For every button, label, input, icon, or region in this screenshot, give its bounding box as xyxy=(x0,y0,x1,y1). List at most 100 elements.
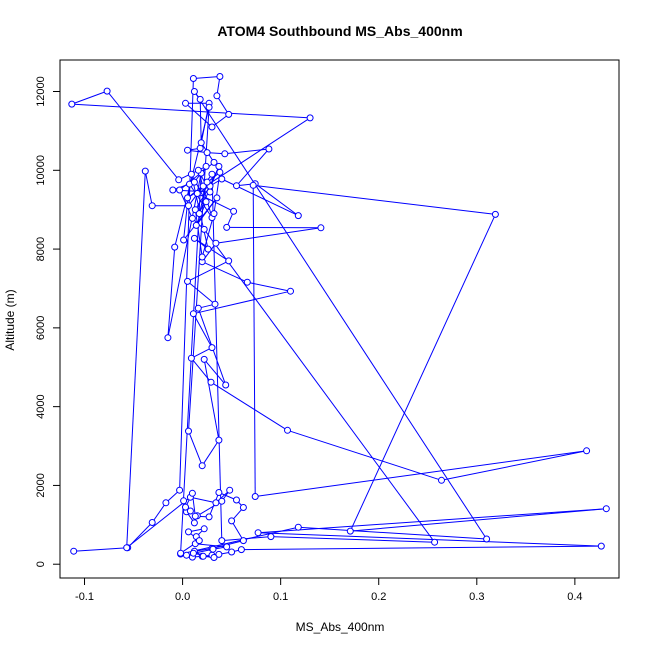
data-point xyxy=(294,523,302,531)
data-point xyxy=(230,207,238,215)
data-point xyxy=(228,548,236,556)
series-segment xyxy=(188,107,210,432)
data-point xyxy=(205,103,213,111)
y-tick-label: 0 xyxy=(35,561,47,567)
series-segment xyxy=(194,209,203,258)
data-point xyxy=(212,499,220,507)
x-tick-label: 0.2 xyxy=(371,591,386,603)
data-point xyxy=(212,239,220,247)
series-segment xyxy=(203,229,436,543)
data-point xyxy=(189,310,197,318)
data-point xyxy=(182,503,189,511)
series-segment xyxy=(231,520,244,541)
series-segment xyxy=(71,103,311,119)
series-segment xyxy=(441,450,587,481)
data-point xyxy=(184,194,191,202)
data-point xyxy=(196,95,204,103)
series-segment xyxy=(236,148,270,187)
data-point xyxy=(239,504,247,511)
series-segment xyxy=(221,536,271,542)
data-point xyxy=(176,486,184,494)
data-point xyxy=(190,519,198,527)
series-segment xyxy=(241,545,602,551)
data-point xyxy=(228,517,236,525)
data-point xyxy=(183,551,190,559)
x-axis-label: MS_Abs_400nm xyxy=(296,620,385,634)
series-segment xyxy=(252,185,256,497)
data-point xyxy=(177,549,185,557)
data-point xyxy=(249,181,257,189)
data-point xyxy=(483,535,491,543)
data-point xyxy=(200,355,208,363)
series-segment xyxy=(216,95,230,115)
y-tick-label: 4000 xyxy=(35,394,47,418)
series-segment xyxy=(106,90,180,181)
data-point xyxy=(184,146,191,154)
series-segment xyxy=(180,173,202,554)
series-segment xyxy=(255,450,587,497)
data-point xyxy=(197,139,205,147)
series-segment xyxy=(191,347,213,359)
data-point xyxy=(346,527,354,535)
data-point xyxy=(195,210,203,218)
data-point xyxy=(210,158,218,166)
data-point xyxy=(210,210,218,218)
data-point xyxy=(267,533,275,541)
series-segment xyxy=(215,227,321,244)
data-point xyxy=(216,73,224,80)
data-point xyxy=(192,221,200,229)
data-point xyxy=(213,92,221,100)
data-point xyxy=(306,114,314,122)
data-point xyxy=(169,186,177,194)
plot-frame xyxy=(59,59,620,579)
data-point xyxy=(193,190,201,197)
series-segment xyxy=(270,536,435,543)
y-tick-label: 2000 xyxy=(35,473,47,497)
data-point xyxy=(243,278,251,286)
data-point xyxy=(294,212,302,220)
data-point xyxy=(251,493,259,500)
data-point xyxy=(597,542,605,550)
series-segment xyxy=(185,102,213,128)
data-point xyxy=(215,550,223,558)
series-segment xyxy=(254,183,299,217)
data-point xyxy=(237,546,245,554)
data-point xyxy=(162,499,170,507)
data-point xyxy=(208,344,216,352)
data-point xyxy=(239,537,247,545)
data-point xyxy=(210,554,218,561)
data-point xyxy=(204,245,212,253)
data-point xyxy=(211,300,219,308)
data-point xyxy=(202,198,210,206)
data-point xyxy=(205,513,213,521)
data-point xyxy=(491,210,499,218)
data-point xyxy=(200,225,208,233)
series-segment xyxy=(188,430,203,466)
x-tick-label: 0.4 xyxy=(567,591,582,603)
series-segment xyxy=(167,173,202,338)
data-point xyxy=(225,257,233,265)
series-segment xyxy=(126,171,146,548)
data-point xyxy=(203,178,211,186)
data-point xyxy=(202,162,210,170)
series-segment xyxy=(144,171,153,206)
data-point xyxy=(218,175,226,183)
series-segment xyxy=(210,381,288,431)
series-segment xyxy=(298,526,487,540)
data-point xyxy=(206,188,214,196)
series-segment xyxy=(349,214,496,532)
data-point xyxy=(188,489,196,497)
data-point xyxy=(188,214,196,222)
data-point xyxy=(438,476,445,484)
data-point xyxy=(198,462,206,470)
data-point xyxy=(223,543,231,551)
series-segment xyxy=(193,290,291,315)
series-segment xyxy=(183,197,218,241)
data-point xyxy=(148,202,156,210)
series-segment xyxy=(183,184,190,241)
data-point xyxy=(208,123,216,131)
data-point xyxy=(185,202,192,210)
data-point xyxy=(431,538,439,546)
data-point xyxy=(213,194,221,202)
